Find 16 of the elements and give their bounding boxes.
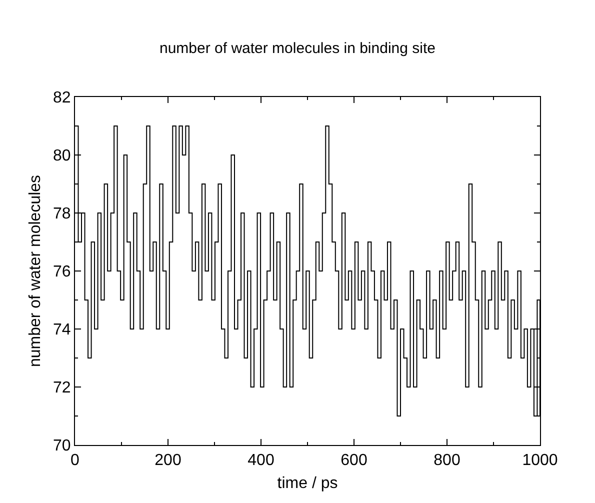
y-tick-label: 72 (53, 380, 71, 397)
y-tick-label: 70 (53, 438, 71, 455)
y-tick-label: 78 (53, 206, 71, 223)
y-tick-label: 80 (53, 148, 71, 165)
x-tick-label: 1000 (522, 452, 558, 470)
x-tick-label: 400 (248, 452, 274, 470)
y-tick-label: 76 (53, 264, 71, 281)
chart-title: number of water molecules in binding site (160, 40, 436, 58)
x-tick-label: 0 (70, 452, 80, 470)
x-axis-title: time / ps (277, 474, 338, 492)
y-axis-title: number of water molecules (26, 174, 44, 368)
y-tick-label: 82 (53, 90, 71, 107)
x-tick-label: 600 (340, 452, 368, 470)
x-tick-label: 200 (154, 452, 182, 470)
x-tick-label: 800 (434, 452, 460, 470)
y-tick-label: 74 (53, 322, 71, 339)
